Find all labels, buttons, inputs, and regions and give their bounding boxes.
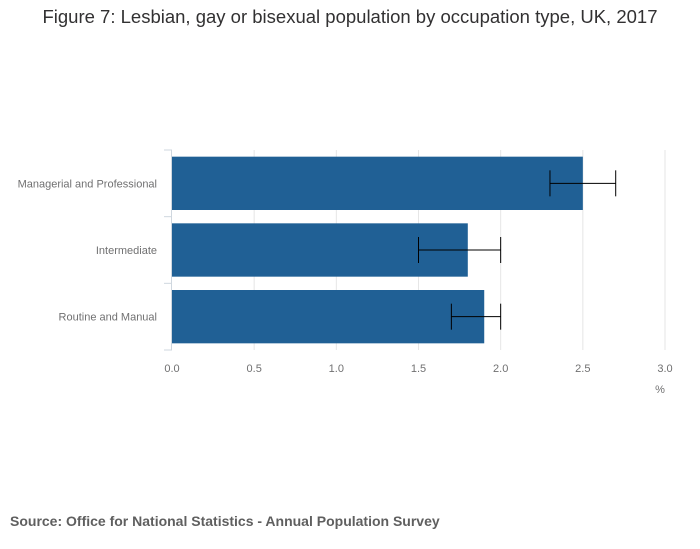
category-label: Routine and Manual <box>59 312 157 324</box>
source-note: Source: Office for National Statistics -… <box>10 513 440 529</box>
x-tick-label: 1.5 <box>411 363 426 375</box>
chart-title: Figure 7: Lesbian, gay or bisexual popul… <box>42 6 658 27</box>
x-tick-label: 0.0 <box>164 363 179 375</box>
error-bars <box>418 170 617 330</box>
x-tick-label: 2.5 <box>575 363 590 375</box>
x-tick-labels: 0.0 0.5 1.0 1.5 2.0 2.5 3.0 <box>164 363 672 375</box>
x-tick-label: 2.0 <box>493 363 508 375</box>
x-tick-label: 3.0 <box>657 363 672 375</box>
category-label: Intermediate <box>96 245 157 257</box>
x-tick-label: 1.0 <box>329 363 344 375</box>
bar <box>172 290 485 344</box>
y-axis <box>164 149 172 351</box>
bars <box>172 156 583 344</box>
bar <box>172 156 583 210</box>
category-labels: Managerial and Professional Intermediate R… <box>18 178 157 323</box>
x-tick-label: 0.5 <box>247 363 262 375</box>
x-axis-label: % <box>655 384 665 396</box>
category-label: Managerial and Professional <box>18 178 157 190</box>
